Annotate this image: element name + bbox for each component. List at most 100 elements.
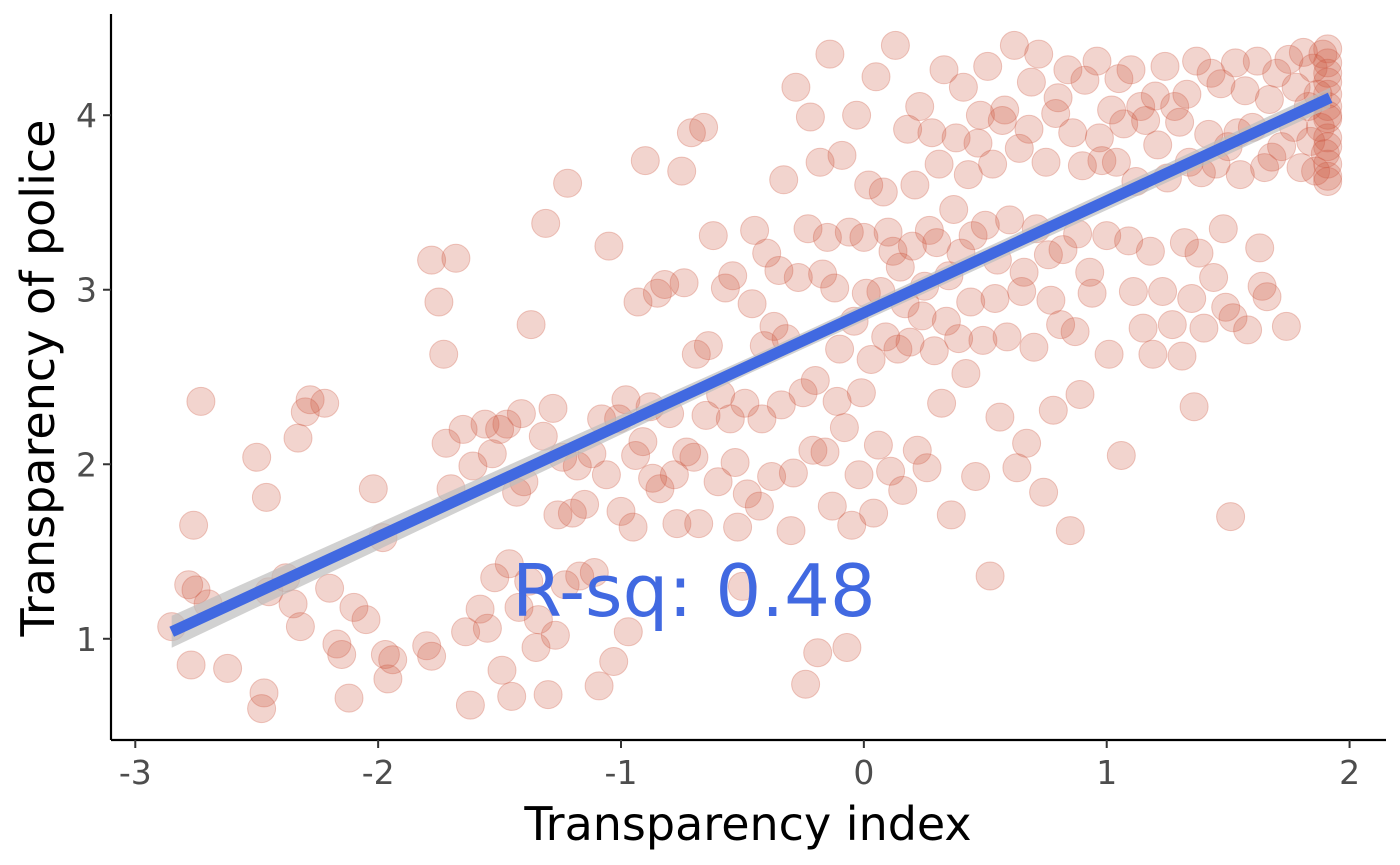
scatter-point	[737, 289, 767, 319]
scatter-point	[1262, 58, 1292, 88]
scatter-point	[174, 570, 204, 600]
regression-line	[169, 92, 1333, 637]
scatter-point	[1225, 160, 1255, 190]
scatter-point	[1160, 92, 1190, 121]
scatter-point	[1196, 58, 1226, 88]
scatter-point	[494, 549, 524, 579]
scatter-point	[895, 327, 925, 357]
scatter-point	[458, 451, 488, 481]
scatter-point	[533, 680, 563, 710]
scatter-point	[618, 512, 648, 542]
scatter-point	[1208, 214, 1238, 244]
scatter-point	[975, 561, 1005, 591]
scatter-point	[521, 633, 551, 662]
scatter-point	[1199, 263, 1229, 292]
scatter-point	[1271, 311, 1301, 341]
scatter-point	[684, 509, 714, 539]
scatter-point	[798, 435, 828, 465]
scatter-point	[1036, 285, 1066, 315]
scatter-point	[885, 252, 915, 282]
x-tick-label: -2	[362, 753, 395, 792]
scatter-point	[844, 460, 874, 490]
scatter-point	[1029, 477, 1059, 507]
scatter-point	[825, 334, 855, 364]
scatter-point	[922, 228, 952, 258]
scatter-point	[917, 118, 947, 148]
y-tick-label: 1	[76, 620, 97, 659]
scatter-point	[1313, 58, 1343, 88]
scatter-point	[429, 339, 459, 369]
scatter-point	[752, 238, 782, 268]
scatter-point	[1257, 142, 1287, 172]
scatter-point	[1019, 332, 1049, 362]
scatter-point	[1313, 123, 1343, 153]
scatter-point	[613, 617, 643, 647]
scatter-point	[907, 301, 937, 331]
scatter-point	[417, 245, 447, 275]
scatter-point	[740, 215, 770, 245]
scatter-point	[1109, 109, 1139, 139]
scatter-point	[723, 512, 753, 542]
scatter-point	[557, 498, 587, 528]
scatter-point	[1106, 441, 1136, 470]
scatter-point	[251, 482, 281, 512]
scatter-point	[905, 92, 935, 121]
scatter-point	[283, 423, 313, 453]
scatter-point	[776, 516, 806, 546]
scatter-point	[829, 413, 859, 443]
scatter-point	[1082, 46, 1112, 76]
scatter-point	[1182, 46, 1212, 76]
scatter-point	[531, 208, 561, 238]
scatter-point	[543, 500, 573, 530]
x-tick-label: -3	[119, 753, 152, 792]
scatter-point	[914, 215, 944, 245]
scatter-point	[1067, 151, 1097, 181]
scatter-point	[591, 460, 621, 490]
scatter-point	[1070, 65, 1100, 95]
scatter-point	[970, 210, 1000, 240]
scatter-point	[995, 205, 1025, 235]
scatter-point	[929, 55, 959, 85]
scatter-point	[822, 386, 852, 416]
scatter-point	[902, 435, 932, 465]
scatter-point	[516, 310, 546, 340]
x-tick-label: -1	[605, 753, 638, 792]
scatter-point	[769, 165, 799, 195]
scatter-point	[1143, 130, 1173, 160]
scatter-point	[963, 128, 993, 158]
scatter-point	[1288, 37, 1318, 67]
scatter-point	[812, 222, 842, 252]
scatter-point	[856, 345, 886, 374]
scatter-point	[1179, 392, 1209, 422]
scatter-point	[1216, 502, 1246, 532]
y-tick-label: 3	[76, 271, 97, 310]
scatter-point	[846, 378, 876, 408]
scatter-point	[990, 95, 1020, 125]
scatter-point	[854, 170, 884, 200]
scatter-point	[827, 140, 857, 170]
scatter-point	[1046, 310, 1076, 340]
scatter-point	[1116, 55, 1146, 85]
scatter-point	[778, 458, 808, 488]
scatter-point	[186, 386, 216, 416]
scatter-point	[873, 217, 903, 247]
scatter-point	[1305, 112, 1335, 142]
scatter-point	[1218, 303, 1248, 333]
scatter-point	[766, 390, 796, 420]
scatter-point	[431, 428, 461, 458]
scatter-point	[1157, 310, 1187, 340]
scatter-point	[973, 51, 1003, 81]
scatter-point	[523, 605, 553, 635]
scatter-point	[285, 612, 315, 642]
points-layer	[157, 30, 1343, 724]
scatter-point	[795, 102, 825, 132]
scatter-point	[931, 306, 961, 336]
scatter-point	[451, 617, 481, 647]
scatter-point	[1169, 228, 1199, 258]
scatter-point	[1230, 76, 1260, 106]
scatter-point	[912, 453, 942, 483]
scatter-point	[868, 177, 898, 207]
scatter-point	[1220, 48, 1250, 78]
scatter-point	[987, 106, 1017, 135]
